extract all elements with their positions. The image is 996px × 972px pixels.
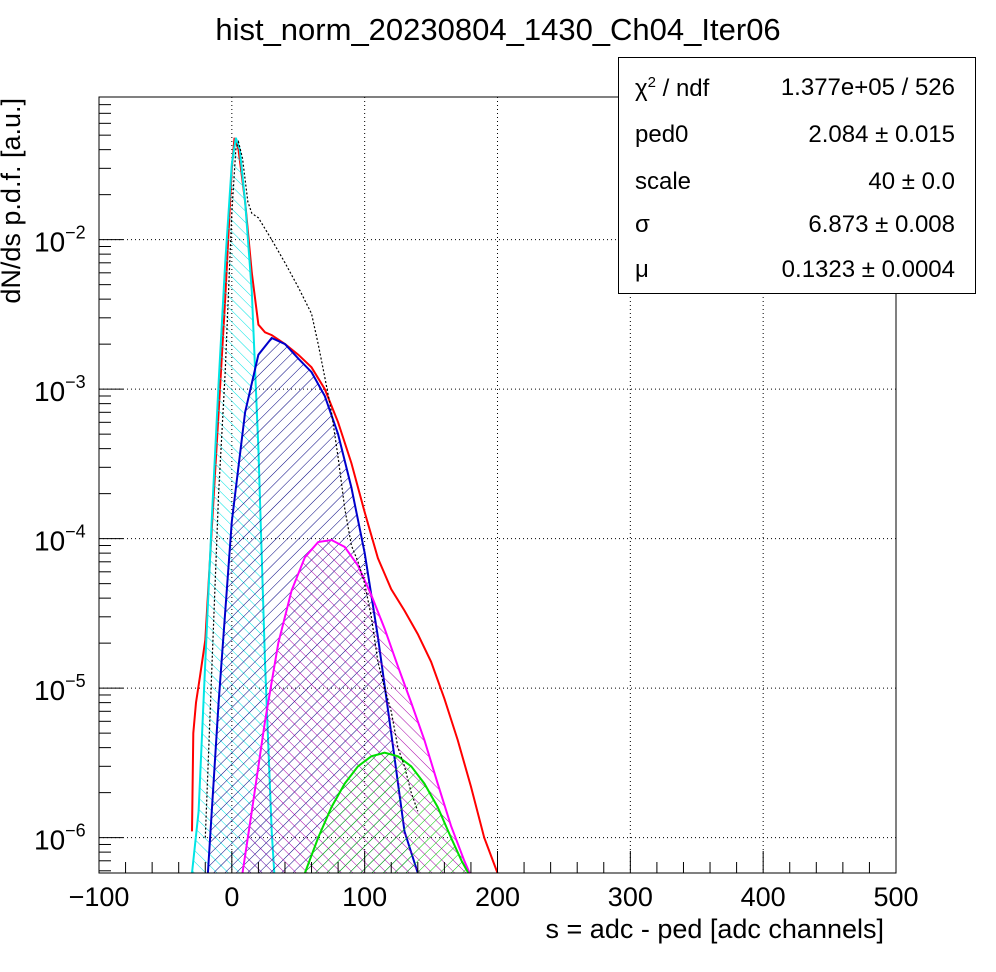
stats-value: 2.084 ± 0.015 bbox=[808, 121, 955, 148]
stats-value: 0.1323 ± 0.0004 bbox=[781, 256, 955, 283]
x-tick-label: 200 bbox=[475, 882, 520, 912]
y-tick-label: 10−4 bbox=[34, 522, 86, 557]
stats-value: 6.873 ± 0.008 bbox=[808, 211, 955, 238]
stats-row-sigma: σ 6.873 ± 0.008 bbox=[619, 203, 975, 249]
stats-row-mu: μ 0.1323 ± 0.0004 bbox=[619, 248, 975, 294]
y-tick-label: 10−6 bbox=[34, 821, 86, 856]
stats-row-chi2: χ2 / ndf 1.377e+05 / 526 bbox=[619, 66, 975, 112]
stats-row-scale: scale 40 ± 0.0 bbox=[619, 160, 975, 206]
series-group bbox=[191, 137, 499, 873]
y-tick-label: 10−3 bbox=[34, 372, 86, 407]
x-axis-label: s = adc - ped [adc channels] bbox=[546, 914, 884, 944]
stats-row-ped0: ped0 2.084 ± 0.015 bbox=[619, 113, 975, 159]
x-tick-label: 300 bbox=[608, 882, 653, 912]
stats-box: χ2 / ndf 1.377e+05 / 526 ped0 2.084 ± 0.… bbox=[618, 57, 976, 294]
series-line-3 bbox=[241, 538, 471, 873]
series-line-5 bbox=[204, 139, 419, 838]
x-tick-label: 100 bbox=[342, 882, 387, 912]
x-tick-label: 400 bbox=[741, 882, 786, 912]
stats-value: 40 ± 0.0 bbox=[868, 168, 955, 195]
x-tick-label: 500 bbox=[873, 882, 918, 912]
stats-name: χ bbox=[635, 75, 648, 102]
stats-name: ped0 bbox=[635, 121, 689, 148]
x-tick-label: −100 bbox=[69, 882, 130, 912]
stats-name: μ bbox=[635, 256, 649, 283]
stats-name: σ bbox=[635, 211, 650, 238]
stats-sup: 2 bbox=[647, 74, 656, 91]
y-tick-label: 10−2 bbox=[34, 223, 86, 258]
y-tick-label: 10−5 bbox=[34, 671, 86, 706]
chart-title: hist_norm_20230804_1430_Ch04_Iter06 bbox=[215, 12, 781, 47]
stats-name-rest: / ndf bbox=[655, 75, 710, 102]
x-tick-label: 0 bbox=[224, 882, 239, 912]
y-axis-label: dN/ds p.d.f. [a.u.] bbox=[0, 98, 26, 304]
stats-value: 1.377e+05 / 526 bbox=[780, 74, 955, 101]
stats-name: scale bbox=[635, 168, 692, 195]
series-line-4 bbox=[303, 751, 470, 873]
